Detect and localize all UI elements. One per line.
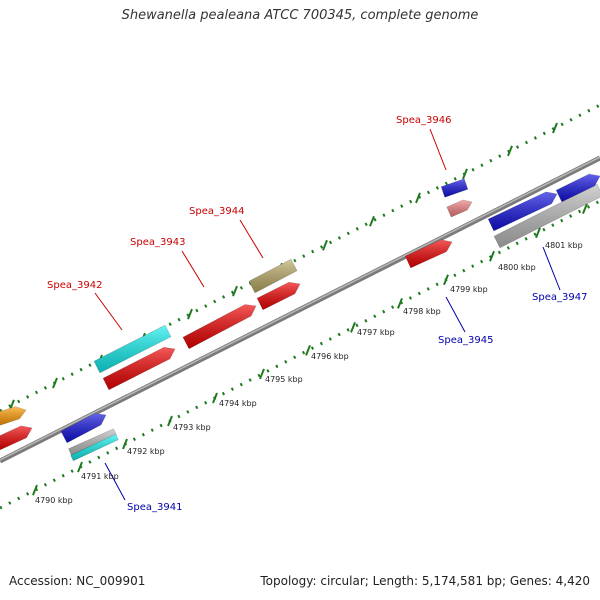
gene-feature[interactable] bbox=[0, 425, 33, 451]
leader-line bbox=[542, 246, 561, 291]
major-tick bbox=[369, 215, 375, 227]
gene-feature[interactable] bbox=[60, 413, 107, 444]
gene-labels: Spea_3942 Spea_3943 Spea_3944 Spea_3946 Spea… bbox=[47, 115, 587, 513]
gene-feature[interactable] bbox=[248, 258, 298, 294]
label-leader-lines bbox=[94, 128, 561, 501]
gene-feature[interactable] bbox=[70, 433, 119, 462]
gene-feature[interactable] bbox=[256, 281, 301, 311]
gene-label[interactable]: Spea_3941 bbox=[127, 502, 182, 513]
major-tick bbox=[322, 239, 328, 251]
kbp-label: 4798 kbp bbox=[403, 307, 441, 316]
gene-label[interactable]: Spea_3944 bbox=[189, 206, 244, 217]
gene-feature[interactable] bbox=[440, 178, 469, 198]
kbp-label: 4795 kbp bbox=[265, 375, 303, 384]
gene-feature[interactable] bbox=[0, 406, 27, 427]
gene-feature[interactable] bbox=[182, 304, 257, 350]
leader-line bbox=[429, 128, 447, 171]
lower-tick-ring bbox=[0, 199, 600, 510]
kbp-label: 4801 kbp bbox=[545, 241, 583, 250]
major-tick bbox=[443, 274, 449, 286]
major-tick bbox=[552, 122, 558, 134]
major-tick bbox=[350, 321, 356, 333]
kbp-labels: 4790 kbp 4791 kbp 4792 kbp 4793 kbp 4794 kbp… bbox=[35, 241, 583, 505]
major-tick bbox=[415, 192, 421, 204]
major-tick bbox=[212, 392, 218, 404]
major-tick bbox=[507, 145, 513, 157]
major-tick bbox=[489, 250, 495, 262]
accession-text: Accession: NC_009901 bbox=[9, 574, 146, 588]
kbp-label: 4794 kbp bbox=[219, 399, 257, 408]
upper-tick-ring bbox=[0, 103, 600, 413]
gene-label[interactable]: Spea_3946 bbox=[396, 115, 451, 126]
leader-line bbox=[239, 219, 264, 259]
leader-line bbox=[94, 292, 123, 331]
gene-feature[interactable] bbox=[487, 191, 558, 232]
gene-label[interactable]: Spea_3943 bbox=[130, 237, 185, 248]
gene-feature[interactable] bbox=[446, 199, 473, 218]
major-tick bbox=[32, 484, 38, 496]
major-tick bbox=[167, 415, 173, 427]
kbp-label: 4797 kbp bbox=[357, 328, 395, 337]
major-tick bbox=[232, 285, 238, 297]
major-tick bbox=[305, 345, 311, 356]
major-tick bbox=[259, 368, 265, 380]
gene-label[interactable]: Spea_3942 bbox=[47, 280, 102, 291]
kbp-label: 4796 kbp bbox=[311, 352, 349, 361]
genome-summary-text: Topology: circular; Length: 5,174,581 bp… bbox=[260, 574, 590, 588]
gene-feature[interactable] bbox=[93, 324, 172, 374]
major-tick bbox=[462, 168, 468, 180]
major-tick bbox=[535, 227, 541, 239]
gene-label[interactable]: Spea_3947 bbox=[532, 292, 587, 303]
map-title: Shewanella pealeana ATCC 700345, complet… bbox=[121, 8, 479, 23]
major-tick bbox=[77, 461, 83, 473]
kbp-label: 4792 kbp bbox=[127, 447, 165, 456]
leader-line bbox=[181, 250, 205, 288]
kbp-label: 4793 kbp bbox=[173, 423, 211, 432]
kbp-label: 4799 kbp bbox=[450, 285, 488, 294]
kbp-label: 4791 kbp bbox=[81, 472, 119, 481]
gene-feature[interactable] bbox=[493, 183, 600, 249]
major-tick bbox=[122, 438, 128, 450]
kbp-label: 4800 kbp bbox=[498, 263, 536, 272]
gene-feature[interactable] bbox=[555, 173, 600, 203]
major-tick bbox=[52, 377, 58, 389]
gene-label[interactable]: Spea_3945 bbox=[438, 335, 493, 346]
major-tick bbox=[397, 297, 403, 309]
gene-features bbox=[0, 173, 600, 462]
kbp-label: 4790 kbp bbox=[35, 496, 73, 505]
major-tick bbox=[187, 308, 193, 320]
leader-line bbox=[104, 462, 126, 501]
gene-feature[interactable] bbox=[404, 239, 453, 269]
genome-backbone bbox=[0, 155, 600, 464]
leader-line bbox=[445, 296, 466, 333]
gene-feature[interactable] bbox=[102, 346, 176, 391]
major-tick bbox=[582, 203, 588, 215]
